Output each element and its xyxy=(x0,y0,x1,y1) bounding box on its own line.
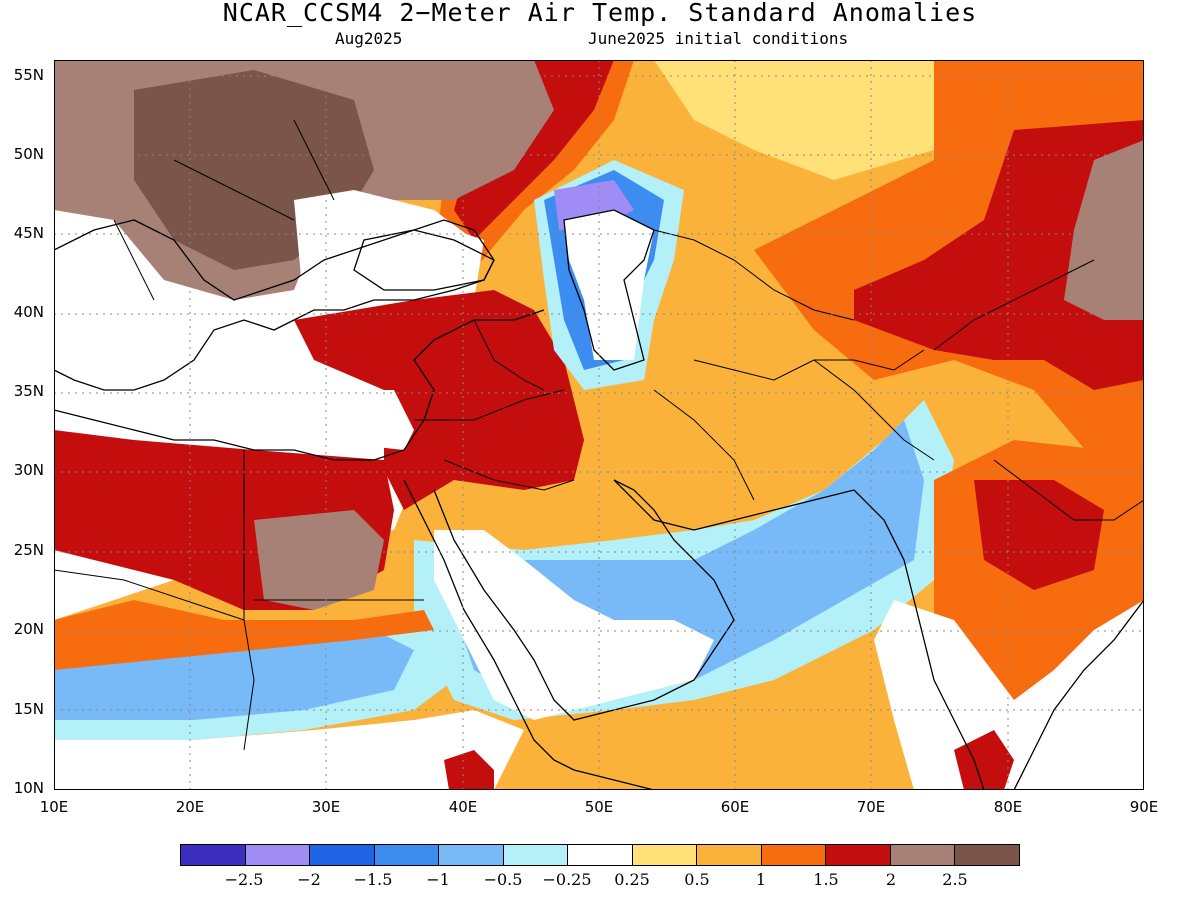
legend-swatch xyxy=(439,845,504,865)
lat-tick-50n: 50N xyxy=(13,145,44,163)
lat-tick-10n: 10N xyxy=(13,779,44,797)
anomaly-region-2 xyxy=(654,60,954,180)
init-conditions-label: June2025 initial conditions xyxy=(588,29,849,48)
legend-swatch xyxy=(374,845,440,865)
coastline-north-africa xyxy=(53,389,435,461)
valid-month-label: Aug2025 xyxy=(335,29,403,48)
border-9 xyxy=(813,359,935,461)
border-13 xyxy=(113,219,155,301)
anomaly-region-11 xyxy=(294,190,474,310)
anomaly-region-28 xyxy=(54,710,524,790)
anomaly-map-svg xyxy=(53,60,1145,791)
coastline-arabia xyxy=(433,479,735,721)
legend-label: 1 xyxy=(755,870,767,889)
legend-swatch xyxy=(245,845,311,865)
borders xyxy=(53,119,1145,751)
anomaly-region-22 xyxy=(434,530,714,720)
anomaly-region-19 xyxy=(564,210,654,360)
border-11 xyxy=(933,259,1095,351)
lat-tick-45n: 45N xyxy=(13,224,44,242)
legend-label: −2.5 xyxy=(224,870,264,889)
legend-label: −1 xyxy=(426,870,450,889)
border-10 xyxy=(653,229,855,321)
lon-tick-10e: 10E xyxy=(39,798,69,816)
legend-swatch xyxy=(503,845,569,865)
coastline-red-sea xyxy=(403,479,555,761)
coastline-levant xyxy=(413,309,545,391)
border-14 xyxy=(173,159,295,221)
lon-tick-30e: 30E xyxy=(311,798,341,816)
legend-swatch xyxy=(181,845,246,865)
legend-label: 0.25 xyxy=(614,870,650,889)
anomaly-region-30 xyxy=(444,750,494,790)
coastline-africa-horn xyxy=(553,759,655,791)
legend-label: 2 xyxy=(885,870,897,889)
lon-tick-40e: 40E xyxy=(448,798,478,816)
legend-label: 2.5 xyxy=(942,870,968,889)
coastline-india-east xyxy=(1013,599,1145,791)
lat-tick-15n: 15N xyxy=(13,700,44,718)
anomaly-region-31 xyxy=(954,730,1014,790)
lat-tick-35n: 35N xyxy=(13,382,44,400)
border-2 xyxy=(53,569,245,621)
lat-tick-20n: 20N xyxy=(13,620,44,638)
lon-tick-80e: 80E xyxy=(993,798,1023,816)
lon-tick-70e: 70E xyxy=(856,798,886,816)
lat-tick-25n: 25N xyxy=(13,541,44,559)
lon-tick-90e: 90E xyxy=(1129,798,1159,816)
anomaly-region-29 xyxy=(54,600,434,670)
legend-swatch xyxy=(826,845,891,865)
border-4 xyxy=(473,319,545,391)
border-8 xyxy=(653,389,755,501)
coastlines xyxy=(53,209,1145,791)
lat-tick-55n: 55N xyxy=(13,66,44,84)
legend-swatch xyxy=(955,845,1019,865)
coastline-india xyxy=(853,489,985,791)
border-5 xyxy=(414,389,565,421)
legend-label: −1.5 xyxy=(353,870,393,889)
coastline-persian-gulf xyxy=(613,479,855,531)
lat-tick-40n: 40N xyxy=(13,303,44,321)
lon-tick-50e: 50E xyxy=(584,798,614,816)
legend-swatch xyxy=(568,845,633,865)
anomaly-region-7 xyxy=(1064,140,1144,320)
map-frame xyxy=(54,60,1144,790)
border-6 xyxy=(443,459,575,491)
anomaly-region-6 xyxy=(854,120,1144,390)
legend-label: −0.25 xyxy=(542,870,592,889)
legend-label: −2 xyxy=(297,870,321,889)
legend-label: 0.5 xyxy=(684,870,710,889)
map-title: NCAR_CCSM4 2−Meter Air Temp. Standard An… xyxy=(222,0,978,27)
border-12 xyxy=(993,459,1145,521)
color-legend xyxy=(180,844,1020,866)
border-15 xyxy=(293,119,335,201)
anomaly-map xyxy=(53,60,1145,791)
legend-label: 1.5 xyxy=(813,870,839,889)
anomaly-region-27 xyxy=(54,630,414,720)
lon-tick-60e: 60E xyxy=(720,798,750,816)
legend-label: −0.5 xyxy=(483,870,523,889)
legend-swatch xyxy=(632,845,698,865)
legend-swatch xyxy=(310,845,375,865)
anomaly-region-24 xyxy=(974,480,1104,590)
legend-swatch xyxy=(761,845,827,865)
anomaly-region-12 xyxy=(294,290,584,510)
coastline-caspian xyxy=(563,209,655,371)
lon-tick-20e: 20E xyxy=(175,798,205,816)
anomaly-region-15 xyxy=(254,510,384,610)
anomaly-region-13 xyxy=(54,310,414,450)
gridlines xyxy=(54,60,1144,790)
legend-swatch xyxy=(890,845,956,865)
lat-tick-30n: 30N xyxy=(13,461,44,479)
legend-swatch xyxy=(697,845,762,865)
coastline-black-sea xyxy=(353,229,495,291)
